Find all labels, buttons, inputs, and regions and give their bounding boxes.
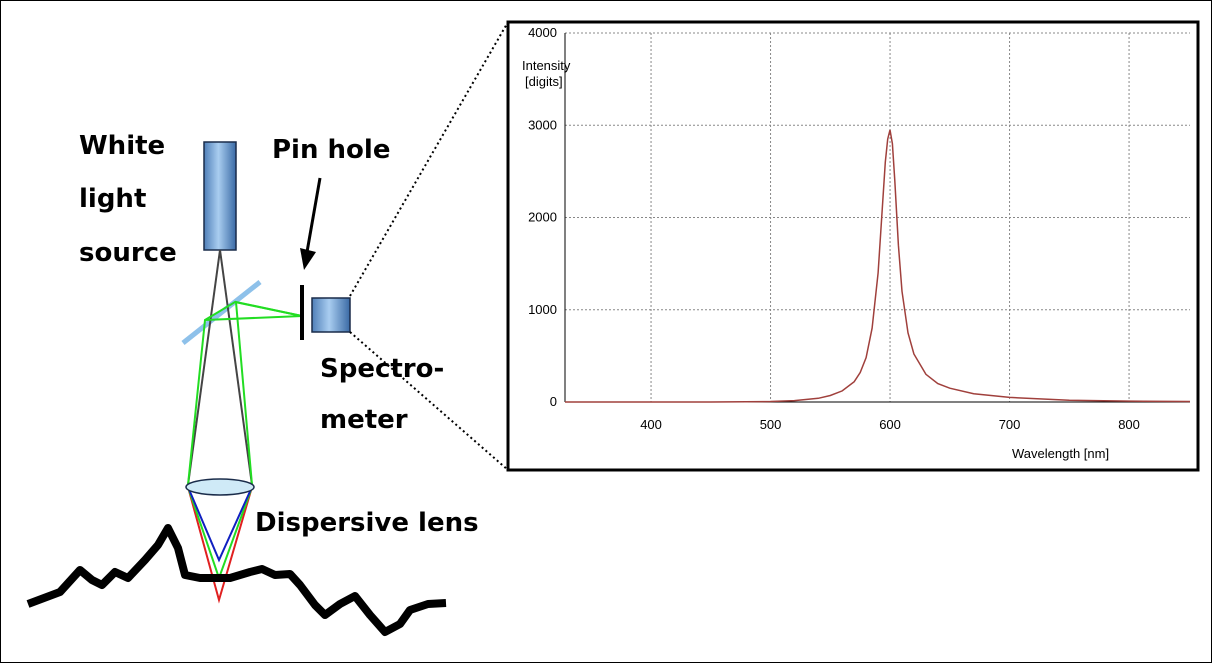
y-axis-label: [digits] [525, 74, 563, 89]
y-tick-label: 2000 [528, 210, 557, 225]
spectrometer-label: meter [320, 405, 408, 435]
y-tick-label: 4000 [528, 25, 557, 40]
x-tick-label: 700 [999, 417, 1021, 432]
surface [26, 524, 447, 636]
y-axis-label: Intensity [522, 58, 571, 73]
chart-frame [506, 20, 1200, 472]
return-beam [187, 300, 303, 486]
x-tick-label: 500 [760, 417, 782, 432]
source-label: source [79, 238, 177, 268]
blue-focus [187, 486, 253, 563]
red-focus [187, 486, 253, 604]
y-tick-label: 1000 [528, 302, 557, 317]
spectrometer [311, 297, 351, 333]
arrow [305, 177, 322, 253]
beam-splitter [181, 280, 262, 345]
lens [185, 478, 255, 496]
x-tick-label: 600 [879, 417, 901, 432]
arrow-head [300, 248, 316, 270]
y-tick-label: 0 [550, 394, 557, 409]
x-axis-label: Wavelength [nm] [1012, 446, 1109, 461]
light-source [203, 141, 237, 251]
lens-label: Dispersive lens [255, 508, 479, 538]
spectrometer-label: Spectro- [320, 354, 444, 384]
spectrum-line [565, 129, 1191, 403]
x-tick-label: 400 [640, 417, 662, 432]
white-beam [187, 249, 253, 486]
source-label: White [79, 131, 165, 161]
pinhole-label: Pin hole [272, 135, 390, 165]
source-label: light [79, 184, 146, 214]
y-tick-label: 3000 [528, 117, 557, 132]
x-tick-label: 800 [1118, 417, 1140, 432]
